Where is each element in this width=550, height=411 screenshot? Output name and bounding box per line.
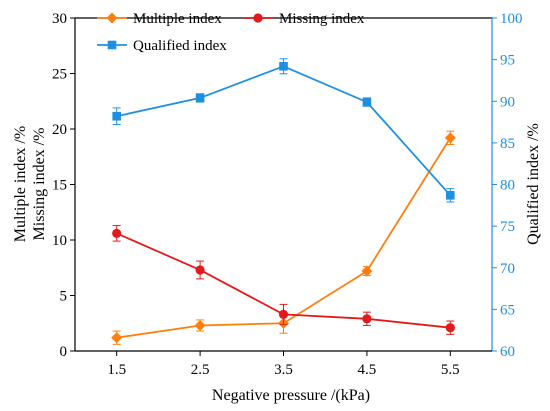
data-point — [362, 97, 372, 107]
data-point — [112, 228, 122, 238]
series-line — [116, 65, 451, 196]
data-point — [195, 93, 205, 103]
right-tick-label: 90 — [500, 94, 515, 110]
x-tick-label: 3.5 — [274, 362, 293, 378]
data-point — [278, 309, 289, 319]
data-point — [444, 132, 456, 144]
legend-marker — [107, 40, 117, 50]
legend-item: Missing index — [243, 11, 365, 27]
data-point — [195, 265, 205, 275]
left-y-axis-title-line-1: Multiple index /% — [12, 126, 29, 242]
left-tick-label: 25 — [52, 67, 67, 83]
data-point — [445, 323, 455, 333]
x-tick-label: 1.5 — [107, 362, 126, 378]
left-y-axis-title-line-2: Missing index /% — [31, 128, 48, 241]
right-tick-label: 60 — [500, 344, 515, 360]
legend-item: Qualified index — [97, 38, 227, 54]
legend-label: Qualified index — [133, 38, 227, 54]
legend-label: Multiple index — [133, 11, 222, 27]
x-axis: 1.5 2.5 3.5 4.5 5.5 — [75, 350, 492, 378]
x-tick-label: 2.5 — [191, 362, 210, 378]
right-tick-label: 85 — [500, 136, 515, 152]
data-point — [194, 319, 206, 331]
left-tick-label: 5 — [60, 289, 68, 305]
data-point — [446, 191, 455, 200]
left-tick-label: 15 — [52, 178, 67, 194]
right-y-axis-title: Qualified index /% — [525, 123, 542, 245]
left-tick-label: 20 — [52, 122, 67, 138]
right-tick-label: 65 — [500, 302, 515, 318]
right-tick-label: 95 — [500, 53, 515, 69]
data-point — [361, 265, 373, 277]
series-layer — [111, 58, 456, 345]
legend-item: Multiple index — [97, 11, 222, 27]
series-qualified-index — [112, 58, 455, 203]
right-tick-label: 100 — [500, 11, 523, 27]
x-tick-label: 4.5 — [358, 362, 377, 378]
left-y-axis: 0 5 10 15 20 25 30 — [52, 11, 76, 360]
legend-marker — [106, 12, 118, 24]
x-tick-label: 5.5 — [441, 362, 460, 378]
left-tick-label: 30 — [52, 11, 67, 27]
legend-marker — [253, 13, 263, 23]
right-tick-label: 70 — [500, 261, 515, 277]
data-point — [362, 314, 372, 324]
right-y-axis: 60 65 70 75 80 85 90 95 100 — [491, 11, 523, 360]
left-tick-label: 10 — [52, 233, 67, 249]
right-tick-label: 80 — [500, 178, 515, 194]
data-point — [279, 61, 288, 71]
legend-label: Missing index — [279, 11, 365, 27]
right-tick-label: 75 — [500, 219, 515, 235]
x-axis-title: Negative pressure /(kPa) — [212, 387, 370, 404]
legend: Multiple index Missing index Qualified ind… — [97, 11, 365, 54]
data-point — [111, 332, 123, 344]
left-tick-label: 0 — [60, 344, 68, 360]
data-point — [112, 111, 121, 121]
series-missing-index — [112, 225, 455, 335]
